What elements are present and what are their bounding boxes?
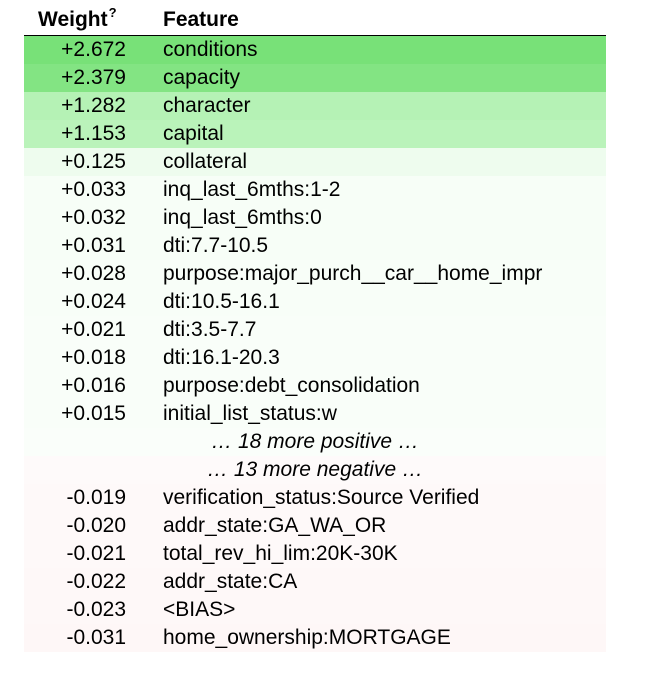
weight-column-header: Weight?	[38, 5, 117, 34]
table-row: +0.021 dti:3.5-7.7	[24, 316, 606, 344]
more-positive-row: … 18 more positive …	[24, 428, 606, 456]
weight-value: -0.020	[66, 514, 126, 537]
table-row: +0.033 inq_last_6mths:1-2	[24, 176, 606, 204]
weight-value: +0.024	[61, 290, 126, 313]
feature-name: inq_last_6mths:1-2	[163, 178, 341, 201]
table-row: +0.125 collateral	[24, 148, 606, 176]
more-negative-row-text: … 13 more negative …	[207, 458, 423, 481]
weight-value: -0.023	[66, 598, 126, 621]
table-row: +0.028 purpose:major_purch__car__home_imp…	[24, 260, 606, 288]
feature-column-header: Feature	[163, 8, 239, 31]
table-row: +0.024 dti:10.5-16.1	[24, 288, 606, 316]
table-row: +0.018 dti:16.1-20.3	[24, 344, 606, 372]
weight-value: +1.153	[61, 122, 126, 145]
feature-name: addr_state:GA_WA_OR	[163, 514, 387, 537]
table-row: +0.016 purpose:debt_consolidation	[24, 372, 606, 400]
feature-name: total_rev_hi_lim:20K-30K	[163, 542, 398, 565]
feature-name: collateral	[163, 150, 248, 173]
weight-value: +0.021	[61, 318, 126, 341]
table-row: -0.023 <BIAS>	[24, 596, 606, 624]
feature-weights-table: Weight? Feature +2.672 conditions +2.379 ca…	[24, 4, 606, 652]
table-row: -0.031 home_ownership:MORTGAGE	[24, 624, 606, 652]
feature-name: character	[163, 94, 251, 117]
feature-name: addr_state:CA	[163, 570, 298, 593]
feature-name: home_ownership:MORTGAGE	[163, 626, 451, 649]
feature-name: capacity	[163, 66, 241, 89]
feature-name: inq_last_6mths:0	[163, 206, 322, 229]
table-row: +0.031 dti:7.7-10.5	[24, 232, 606, 260]
more-negative-row: … 13 more negative …	[24, 456, 606, 484]
feature-name: dti:10.5-16.1	[163, 290, 280, 313]
feature-name: dti:16.1-20.3	[163, 346, 280, 369]
weight-value: -0.022	[66, 570, 126, 593]
weight-value: +0.018	[61, 346, 126, 369]
table-row: +0.015 initial_list_status:w	[24, 400, 606, 428]
weight-value: +0.028	[61, 262, 126, 285]
weight-value: -0.031	[66, 626, 126, 649]
table-row: -0.020 addr_state:GA_WA_OR	[24, 512, 606, 540]
weight-value: +0.016	[61, 374, 126, 397]
weight-value: +2.379	[61, 66, 126, 89]
more-positive-row-text: … 18 more positive …	[211, 430, 419, 453]
table-row: -0.021 total_rev_hi_lim:20K-30K	[24, 540, 606, 568]
weight-value: +1.282	[61, 94, 126, 117]
weight-value: +0.031	[61, 234, 126, 257]
weight-value: +0.015	[61, 402, 126, 425]
table-row: +2.672 conditions	[24, 36, 606, 64]
table-row: -0.022 addr_state:CA	[24, 568, 606, 596]
table-header: Weight? Feature	[24, 4, 606, 36]
feature-name: dti:3.5-7.7	[163, 318, 257, 341]
feature-name: initial_list_status:w	[163, 402, 337, 425]
weight-value: +2.672	[61, 38, 126, 61]
weight-value: -0.019	[66, 486, 126, 509]
table-row: +1.153 capital	[24, 120, 606, 148]
feature-name: conditions	[163, 38, 258, 61]
feature-name: <BIAS>	[163, 598, 236, 621]
weight-value: +0.125	[61, 150, 126, 173]
weight-value: +0.032	[61, 206, 126, 229]
feature-name: dti:7.7-10.5	[163, 234, 269, 257]
table-row: +0.032 inq_last_6mths:0	[24, 204, 606, 232]
weight-header-label: Weight	[38, 8, 108, 31]
weight-value: +0.033	[61, 178, 126, 201]
feature-name: capital	[163, 122, 224, 145]
feature-name: purpose:debt_consolidation	[163, 374, 420, 397]
table-row: +2.379 capacity	[24, 64, 606, 92]
feature-name: verification_status:Source Verified	[163, 486, 480, 509]
weight-value: -0.021	[66, 542, 126, 565]
table-body: +2.672 conditions +2.379 capacity +1.282 char…	[24, 36, 606, 652]
table-row: -0.019 verification_status:Source Verifie…	[24, 484, 606, 512]
table-row: +1.282 character	[24, 92, 606, 120]
weight-help-marker[interactable]: ?	[108, 5, 117, 20]
feature-name: purpose:major_purch__car__home_impr	[163, 262, 543, 285]
